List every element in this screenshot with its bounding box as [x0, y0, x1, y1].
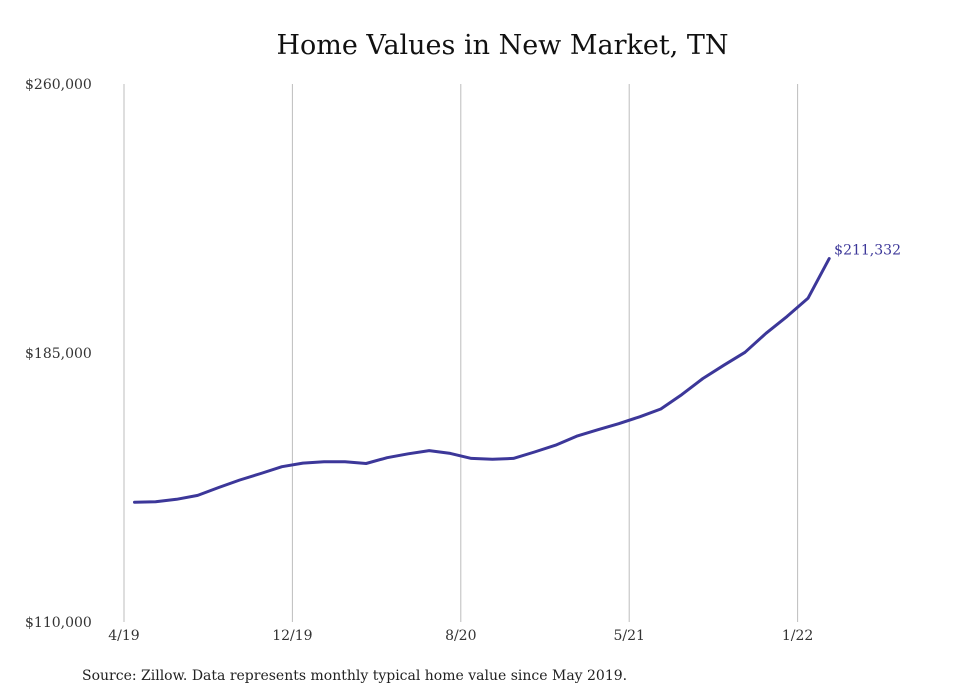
end-value-label: $211,332 — [834, 243, 901, 259]
x-tick-label: 5/21 — [613, 628, 644, 644]
annotations: $211,332 — [834, 243, 901, 259]
series-layer — [133, 257, 831, 504]
x-tick-label: 4/19 — [108, 628, 139, 644]
y-tick-label: $110,000 — [25, 615, 92, 631]
y-tick-label: $185,000 — [25, 346, 92, 362]
source-note: Source: Zillow. Data represents monthly … — [82, 668, 628, 684]
x-tick-label: 8/20 — [445, 628, 476, 644]
y-axis-ticks: $110,000 $185,000 $260,000 — [25, 77, 92, 631]
chart-title: Home Values in New Market, TN — [276, 30, 729, 61]
x-axis-ticks: 4/19 12/19 8/20 5/21 1/22 — [108, 628, 813, 644]
grid-lines — [123, 84, 799, 622]
x-tick-label: 12/19 — [272, 628, 312, 644]
series-line — [133, 257, 831, 504]
x-tick-label: 1/22 — [782, 628, 813, 644]
y-tick-label: $260,000 — [25, 77, 92, 93]
